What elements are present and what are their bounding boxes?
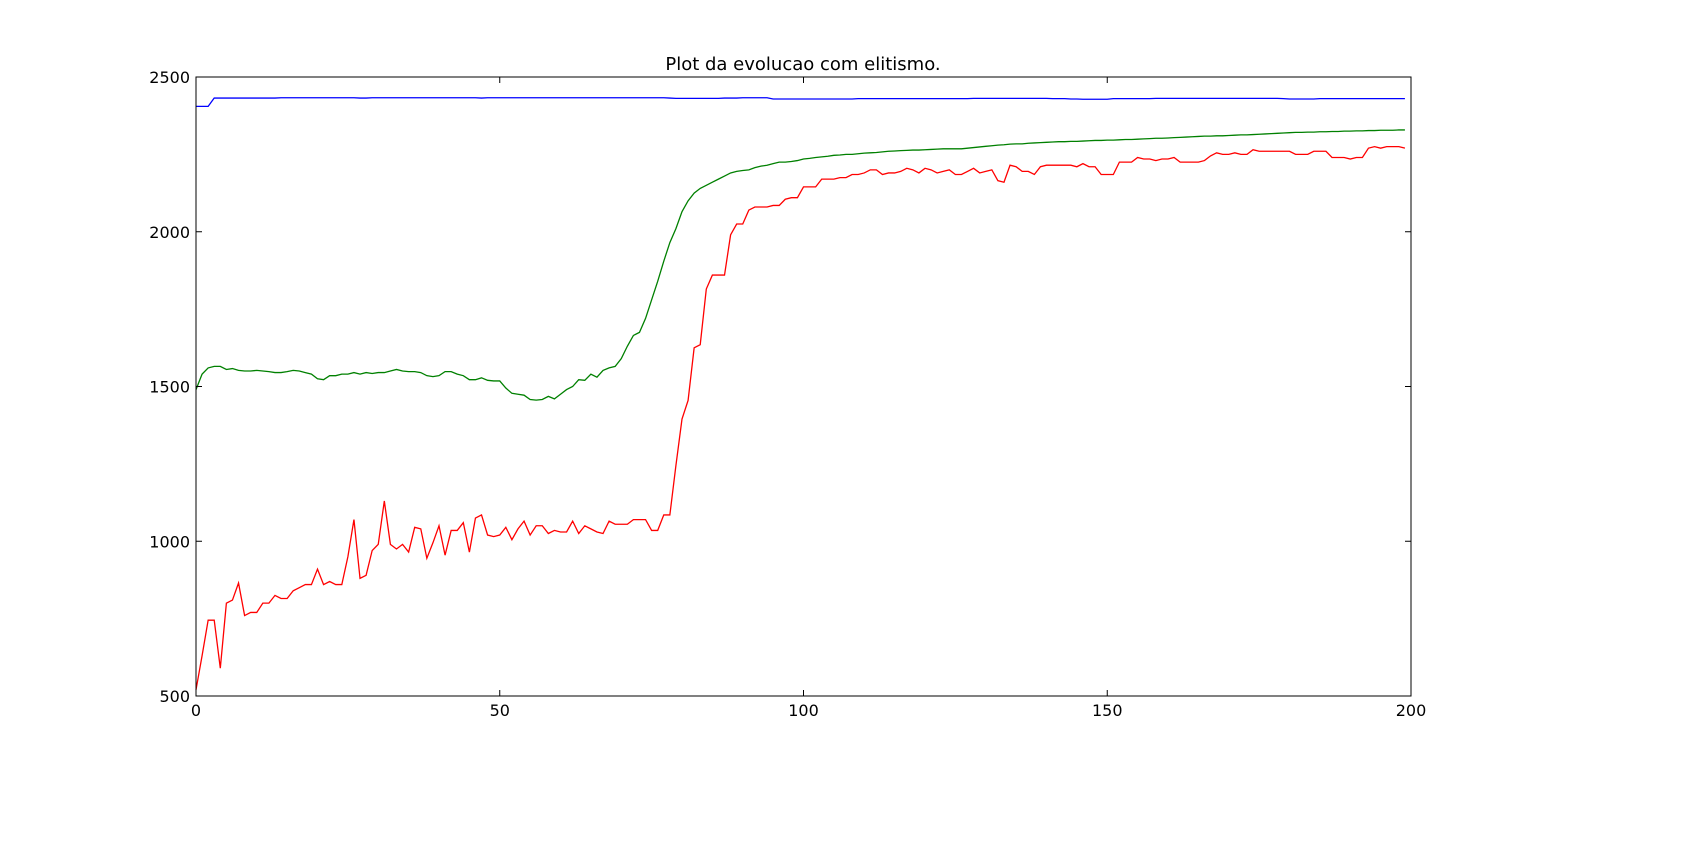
y-tick-label: 500 xyxy=(159,687,190,706)
series-line xyxy=(195,129,1405,401)
y-tick-label: 1500 xyxy=(149,378,190,397)
x-tick-label: 50 xyxy=(490,701,510,720)
axes-frame xyxy=(195,76,1412,697)
y-tick-label: 2500 xyxy=(149,68,190,87)
x-tick-label: 0 xyxy=(191,701,201,720)
plot-area xyxy=(195,97,1406,690)
x-tick-label: 200 xyxy=(1396,701,1427,720)
chart-title: Plot da evolucao com elitismo. xyxy=(665,54,940,75)
x-tick-label: 150 xyxy=(1092,701,1123,720)
x-tick-label: 100 xyxy=(788,701,819,720)
y-tick-label: 1000 xyxy=(149,532,190,551)
series-line xyxy=(195,145,1406,690)
y-tick-label: 2000 xyxy=(149,223,190,242)
series-line xyxy=(196,97,1405,108)
